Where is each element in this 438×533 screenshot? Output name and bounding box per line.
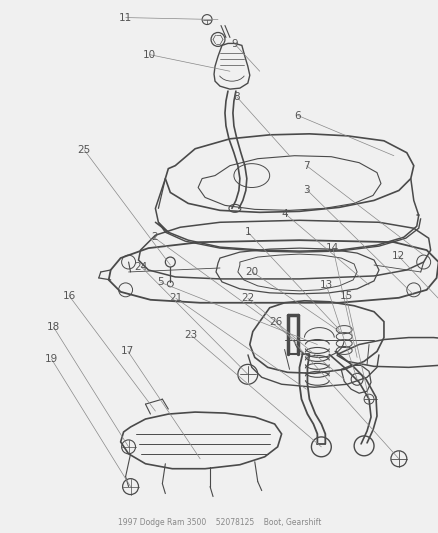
Text: 25: 25 (78, 145, 91, 155)
Text: 17: 17 (121, 346, 134, 356)
Text: 12: 12 (391, 251, 404, 261)
Text: 16: 16 (62, 290, 75, 301)
Text: 20: 20 (245, 267, 258, 277)
Text: 3: 3 (303, 185, 309, 195)
Text: 5: 5 (157, 277, 163, 287)
Text: 19: 19 (45, 354, 58, 364)
Text: 22: 22 (240, 293, 254, 303)
Text: 18: 18 (47, 322, 60, 333)
Text: 10: 10 (143, 50, 156, 60)
Text: 1: 1 (244, 227, 251, 237)
Text: 15: 15 (339, 290, 352, 301)
Text: 14: 14 (325, 243, 339, 253)
Text: 6: 6 (294, 110, 300, 120)
Text: 8: 8 (233, 92, 240, 102)
Text: 4: 4 (281, 208, 288, 219)
Text: 24: 24 (134, 262, 147, 271)
Text: 23: 23 (184, 330, 198, 341)
Text: 13: 13 (319, 280, 332, 290)
Text: 21: 21 (169, 293, 182, 303)
Text: 7: 7 (303, 161, 309, 171)
Text: 1997 Dodge Ram 3500    52078125    Boot, Gearshift: 1997 Dodge Ram 3500 52078125 Boot, Gears… (117, 518, 321, 527)
Text: 11: 11 (119, 13, 132, 22)
Text: 9: 9 (231, 39, 237, 49)
Text: 26: 26 (269, 317, 282, 327)
Text: 2: 2 (150, 232, 157, 243)
